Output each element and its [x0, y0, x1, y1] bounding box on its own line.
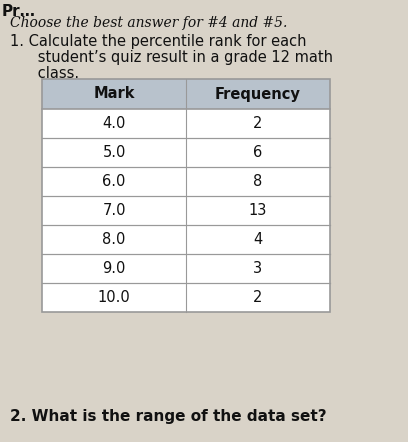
Text: 3: 3 — [253, 261, 263, 276]
Bar — [42, 79, 330, 312]
Text: 7.0: 7.0 — [102, 203, 126, 218]
Text: Frequency: Frequency — [215, 87, 301, 102]
Text: Choose the best answer for #4 and #5.: Choose the best answer for #4 and #5. — [10, 16, 287, 30]
Text: 6.0: 6.0 — [102, 174, 126, 189]
Bar — [42, 79, 330, 312]
Text: Pr…: Pr… — [2, 4, 36, 19]
Text: 8: 8 — [253, 174, 263, 189]
Text: Mark: Mark — [93, 87, 135, 102]
Text: 4.0: 4.0 — [102, 116, 126, 131]
Text: student’s quiz result in a grade 12 math: student’s quiz result in a grade 12 math — [10, 50, 333, 65]
Text: 10.0: 10.0 — [98, 290, 131, 305]
Text: 6: 6 — [253, 145, 263, 160]
Text: 2. What is the range of the data set?: 2. What is the range of the data set? — [10, 409, 327, 424]
Text: 4: 4 — [253, 232, 263, 247]
Text: 5.0: 5.0 — [102, 145, 126, 160]
Text: 8.0: 8.0 — [102, 232, 126, 247]
Text: 1. Calculate the percentile rank for each: 1. Calculate the percentile rank for eac… — [10, 34, 306, 49]
Text: class.: class. — [10, 66, 79, 81]
Text: 9.0: 9.0 — [102, 261, 126, 276]
Text: 2: 2 — [253, 116, 263, 131]
Text: 2: 2 — [253, 290, 263, 305]
Bar — [42, 79, 330, 109]
Text: 13: 13 — [249, 203, 267, 218]
